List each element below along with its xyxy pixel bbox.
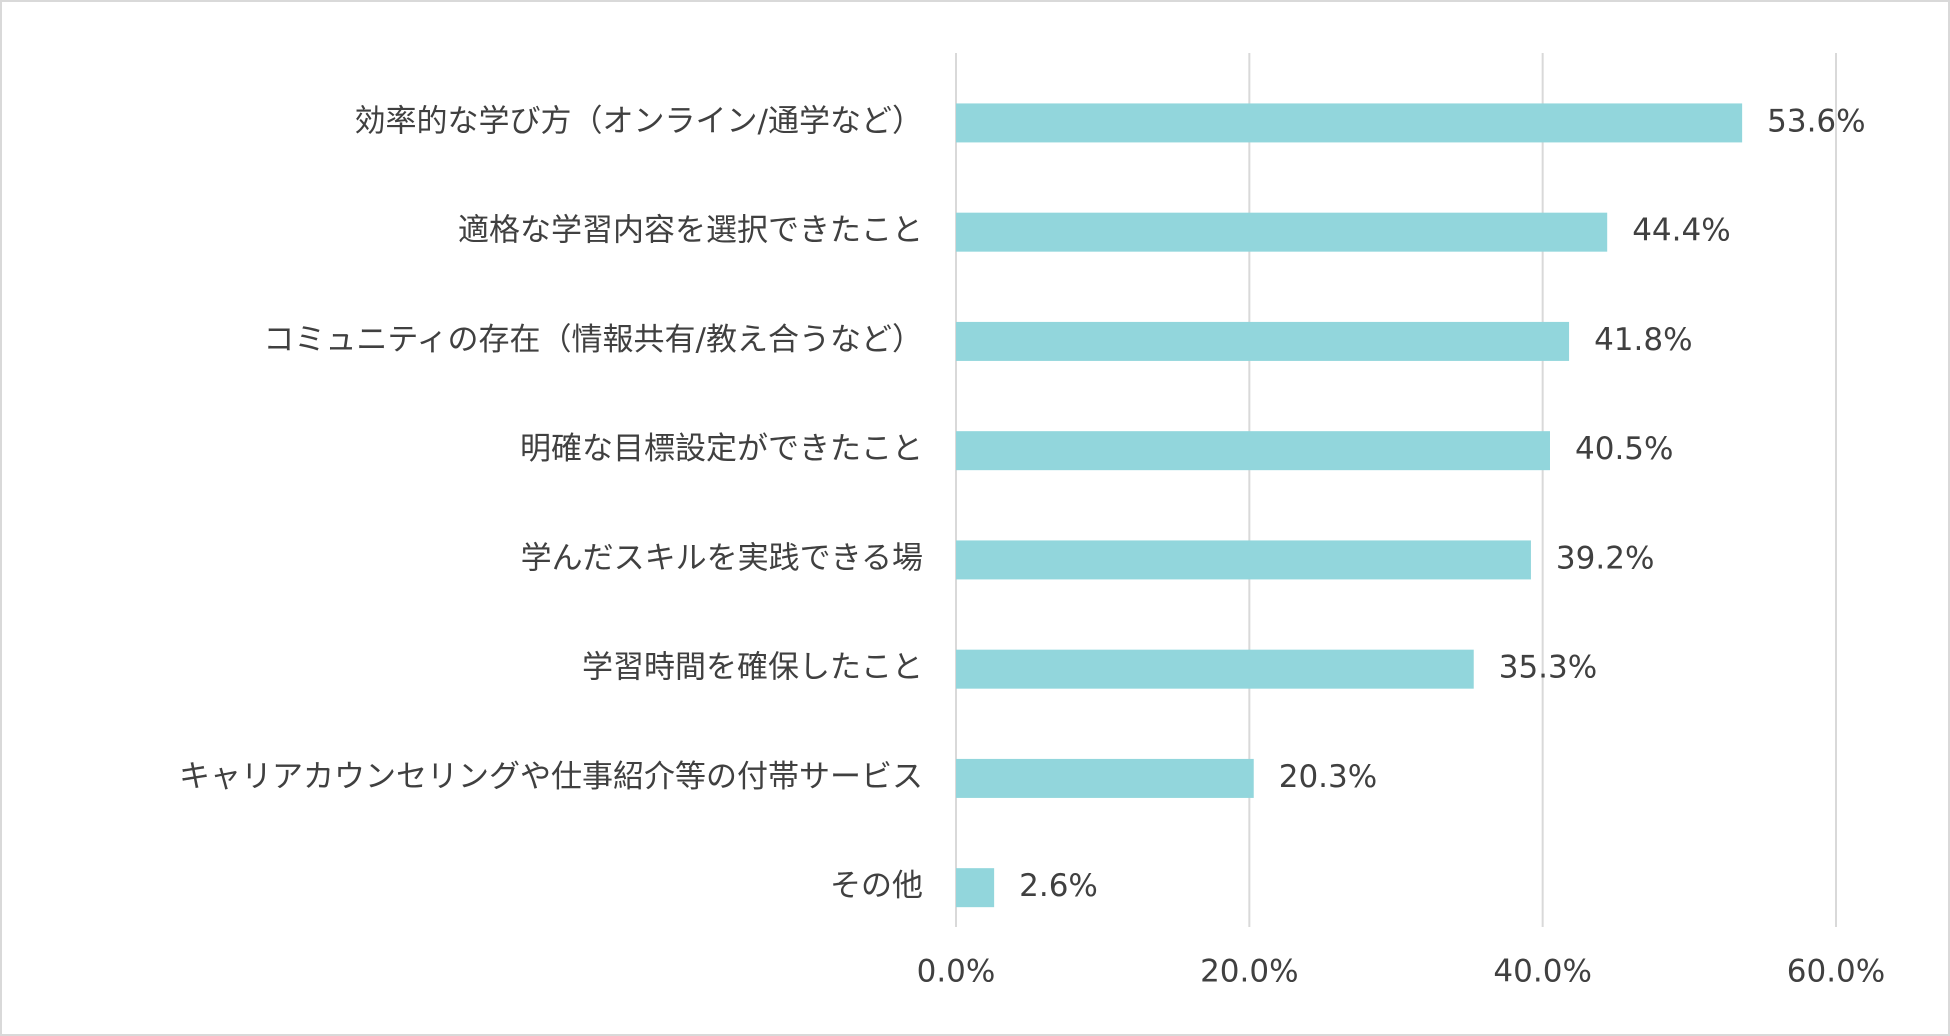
x-tick-label: 20.0% xyxy=(1200,954,1298,990)
bar xyxy=(956,868,995,908)
y-tick-label: その他 xyxy=(830,868,923,904)
x-tick-label: 40.0% xyxy=(1493,954,1591,990)
value-label: 41.8% xyxy=(1594,322,1692,358)
y-tick-label: 明確な目標設定ができたこと xyxy=(520,431,923,467)
x-tick-label: 60.0% xyxy=(1787,954,1885,990)
bar xyxy=(956,431,1550,471)
value-label: 35.3% xyxy=(1499,650,1597,686)
value-label: 40.5% xyxy=(1575,431,1673,467)
bar xyxy=(956,649,1474,689)
bar xyxy=(956,212,1608,252)
y-tick-label: キャリアカウンセリングや仕事紹介等の付帯サービス xyxy=(179,759,923,795)
value-label: 53.6% xyxy=(1767,103,1865,139)
value-label: 44.4% xyxy=(1632,213,1730,249)
bar xyxy=(956,540,1531,580)
value-label: 39.2% xyxy=(1556,540,1654,576)
value-label: 20.3% xyxy=(1279,759,1377,795)
x-tick-label: 0.0% xyxy=(917,954,996,990)
value-label: 2.6% xyxy=(1019,868,1098,904)
y-tick-label: 適格な学習内容を選択できたこと xyxy=(458,213,923,249)
y-tick-label: 効率的な学び方（オンライン/通学など） xyxy=(355,103,923,139)
bar xyxy=(956,758,1254,798)
y-tick-label: 学んだスキルを実践できる場 xyxy=(521,540,923,576)
bar xyxy=(956,103,1743,143)
y-tick-label: 学習時間を確保したこと xyxy=(582,650,923,686)
bar xyxy=(956,321,1570,361)
y-tick-label: コミュニティの存在（情報共有/教え合うなど） xyxy=(263,322,923,358)
